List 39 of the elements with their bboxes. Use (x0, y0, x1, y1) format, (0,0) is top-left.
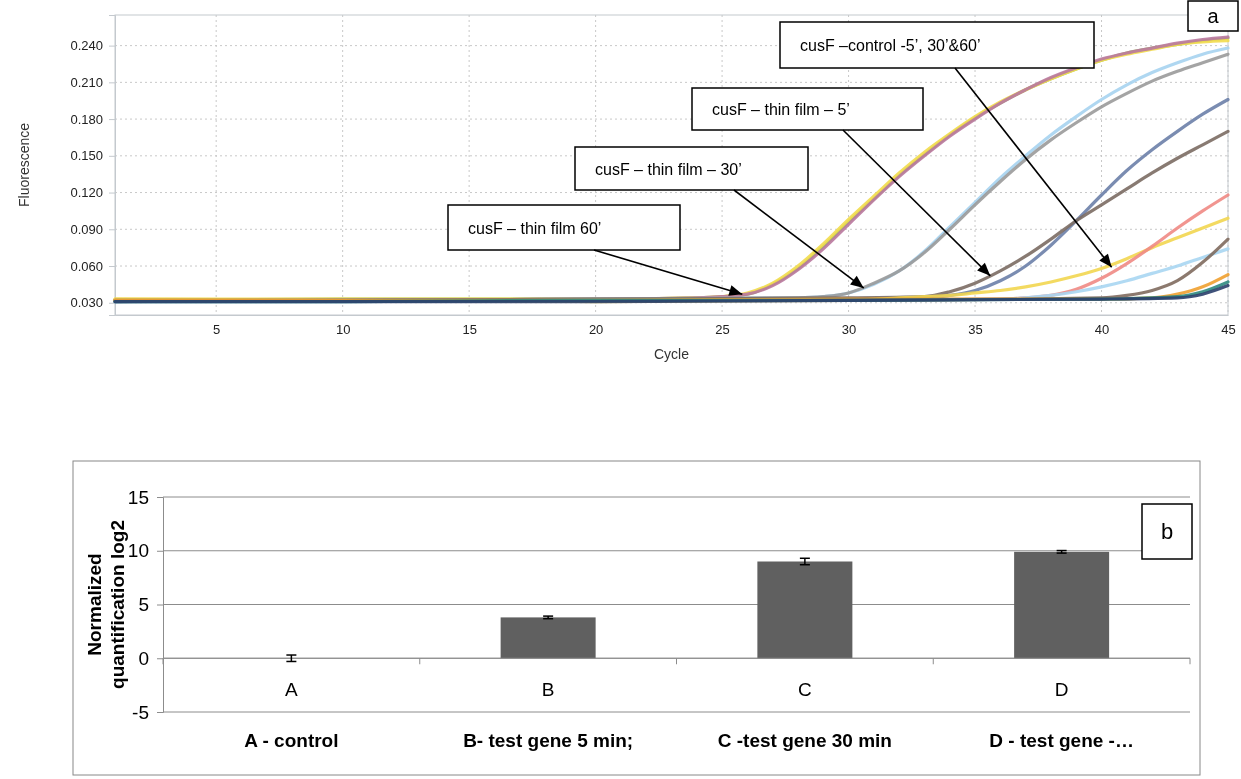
y-axis-title: Fluorescence (16, 122, 32, 208)
y-tick-label: 0.180 (70, 111, 103, 127)
text: A - control (244, 730, 339, 751)
x-tick-label: 40 (1094, 322, 1110, 338)
y-axis-title: Normalized quantification log2 (84, 520, 128, 689)
y-tick-label: 0.060 (70, 258, 103, 274)
annotation: cusF –control -5’, 30’&60’ (800, 37, 981, 54)
y-tick-label: 10 (127, 540, 149, 562)
annotation: a (1207, 5, 1220, 27)
annotation: cusF – thin film – 5’ (712, 101, 850, 118)
x-tick-label: 35 (968, 322, 983, 338)
y-tick-label: 0.030 (70, 295, 103, 311)
y-tick-label: 0.120 (70, 185, 103, 201)
x-tick-label: 25 (715, 322, 730, 338)
annotation: b (1160, 518, 1174, 544)
annotation: cusF – thin film 60’ (468, 219, 602, 237)
text: D - test gene -… (989, 730, 1134, 751)
x-tick-label: A (285, 679, 299, 701)
y-tick-label: 0.150 (70, 148, 103, 164)
y-tick-label: 5 (138, 594, 149, 616)
x-axis-title: Cycle (653, 346, 690, 362)
y-tick-label: 0.090 (70, 221, 103, 237)
y-tick-label: 0.210 (70, 75, 103, 91)
text: C -test gene 30 min (717, 730, 892, 751)
x-tick-label: 15 (462, 322, 477, 338)
y-tick-label: 15 (127, 486, 149, 508)
x-tick-label: 45 (1221, 322, 1236, 338)
annotation: cusF – thin film – 30’ (595, 160, 742, 178)
x-tick-label: B (541, 679, 555, 701)
x-tick-label: 30 (841, 322, 857, 338)
y-tick-label: -5 (132, 701, 149, 723)
x-tick-label: D (1054, 679, 1069, 701)
y-tick-label: 0 (138, 647, 149, 669)
y-tick-label: 0.240 (70, 38, 103, 54)
text: B- test gene 5 min; (463, 730, 634, 751)
x-tick-label: C (798, 679, 812, 701)
x-tick-label: 20 (588, 322, 604, 338)
x-tick-label: 5 (213, 322, 221, 338)
x-tick-label: 10 (335, 322, 351, 338)
